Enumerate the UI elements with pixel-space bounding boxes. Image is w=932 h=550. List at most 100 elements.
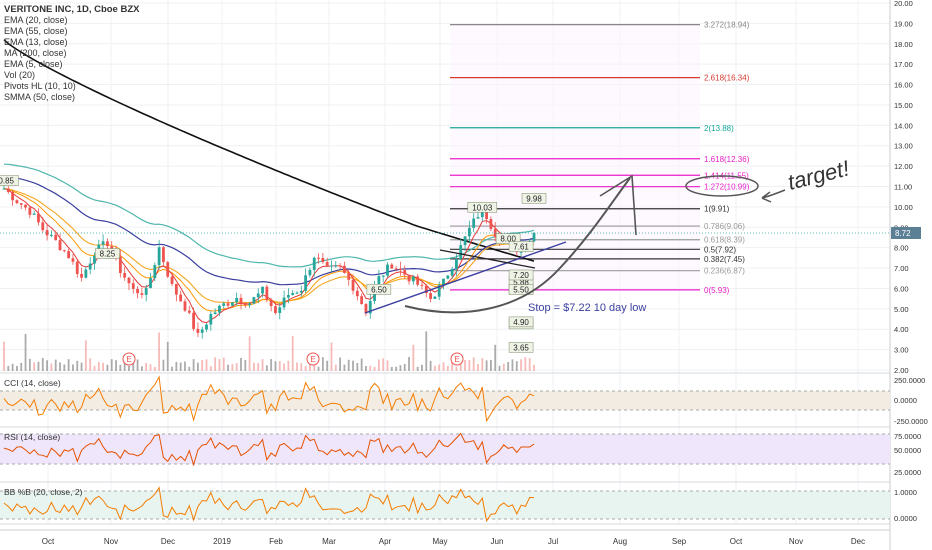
rsi-tick: 75.0000 bbox=[894, 432, 921, 441]
legend-vol[interactable]: Vol (20) bbox=[4, 70, 36, 80]
volume-bar bbox=[278, 361, 281, 371]
legend-ma200[interactable]: MA (200, close) bbox=[4, 48, 67, 58]
candle-body bbox=[317, 257, 320, 259]
projection-curve bbox=[404, 177, 631, 314]
candle-body bbox=[243, 302, 247, 306]
volume-bar bbox=[390, 366, 393, 371]
fib-label: 0.786(9.06) bbox=[704, 222, 745, 231]
fibonacci-levels: 0(5.93)0.236(6.87)0.382(7.45)0.5(7.92)0.… bbox=[450, 21, 750, 295]
candle-body bbox=[71, 258, 75, 262]
pivot-label: 6.50 bbox=[371, 285, 387, 294]
earnings-marker-label: E bbox=[454, 355, 459, 364]
fib-label: 0.5(7.92) bbox=[704, 245, 736, 254]
candle-body bbox=[49, 234, 53, 236]
candle-body bbox=[209, 314, 213, 325]
candle-body bbox=[37, 213, 40, 223]
candle-body bbox=[118, 256, 122, 273]
volume-bar bbox=[304, 366, 307, 371]
volume-bar bbox=[352, 360, 354, 371]
cci-tick: 250.0000 bbox=[894, 376, 925, 385]
pivot-box bbox=[467, 202, 498, 213]
candle-body bbox=[312, 257, 316, 270]
volume-bar bbox=[188, 366, 191, 371]
candle-body bbox=[360, 296, 364, 305]
volume-bar bbox=[253, 362, 255, 371]
candle-body bbox=[58, 240, 62, 251]
fib-label: 2(13.88) bbox=[704, 124, 734, 133]
volume-bar bbox=[425, 331, 428, 371]
candle-body bbox=[174, 283, 178, 295]
fib-label: 0.618(8.39) bbox=[704, 236, 745, 245]
candle-body bbox=[334, 265, 338, 267]
candle-body bbox=[299, 290, 303, 293]
candle-body bbox=[532, 232, 536, 242]
pivot-label: 3.65 bbox=[513, 343, 529, 352]
volume-bar bbox=[218, 359, 221, 371]
volume-bar bbox=[265, 365, 268, 371]
volume-bar bbox=[369, 365, 372, 371]
bb-tick: 0.0000 bbox=[894, 514, 917, 523]
cci-band bbox=[0, 391, 890, 410]
candle-body bbox=[183, 301, 187, 311]
pivot-box bbox=[495, 233, 521, 244]
candle-body bbox=[463, 236, 467, 246]
volume-bar bbox=[446, 366, 449, 371]
cci-pane-label[interactable]: CCI (14, close) bbox=[4, 378, 61, 388]
rsi-pane-label[interactable]: RSI (14, close) bbox=[4, 432, 61, 442]
volume-bar bbox=[240, 357, 242, 371]
candle-body bbox=[144, 288, 148, 295]
candle-body bbox=[519, 251, 523, 253]
legend-ema55[interactable]: EMA (55, close) bbox=[4, 26, 68, 36]
candle-body bbox=[261, 286, 264, 294]
candle-body bbox=[364, 304, 368, 314]
legend-ema20[interactable]: EMA (20, close) bbox=[4, 15, 68, 25]
volume-bar bbox=[433, 365, 436, 371]
smma50-line bbox=[3, 175, 535, 286]
pivot-label: 10.03 bbox=[472, 203, 493, 212]
volume-bar bbox=[416, 366, 419, 371]
volume-bar bbox=[93, 365, 96, 371]
candle-body bbox=[286, 295, 290, 298]
ema55-line bbox=[3, 163, 535, 268]
legend-pivots[interactable]: Pivots HL (10, 10) bbox=[4, 81, 76, 91]
bb-pane-label[interactable]: BB %B (20, close, 2) bbox=[4, 487, 83, 497]
legend-ema5[interactable]: EMA (5, close) bbox=[4, 59, 63, 69]
volume-bar bbox=[373, 366, 376, 371]
volume-bar bbox=[162, 359, 165, 371]
volume-bar bbox=[84, 340, 87, 371]
candle-body bbox=[28, 207, 32, 215]
volume-bar bbox=[132, 362, 135, 371]
rsi-band bbox=[0, 434, 890, 464]
pivot-box bbox=[95, 248, 120, 259]
time-tick: Oct bbox=[42, 537, 55, 546]
volume-bar bbox=[59, 362, 61, 371]
candle-body bbox=[420, 284, 424, 286]
volume-bar bbox=[511, 359, 514, 371]
candle-body bbox=[166, 262, 170, 277]
candle-body bbox=[282, 297, 286, 308]
candle-body bbox=[239, 297, 243, 303]
volume-bar bbox=[313, 364, 316, 371]
candle-body bbox=[67, 251, 71, 259]
legend-smma50[interactable]: SMMA (50, close) bbox=[4, 92, 76, 102]
volume-bar bbox=[33, 362, 36, 371]
volume-bar bbox=[326, 360, 329, 371]
volume-bar bbox=[296, 362, 298, 371]
pivot-box bbox=[508, 269, 534, 281]
candle-body bbox=[127, 277, 131, 284]
candle-body bbox=[88, 263, 92, 270]
candle-body bbox=[6, 188, 10, 193]
volume-bar bbox=[149, 364, 152, 371]
legend-ema13[interactable]: EMA (13, close) bbox=[4, 37, 68, 47]
price-tick: 18.00 bbox=[894, 40, 913, 49]
volume-bar bbox=[377, 359, 380, 371]
candle-body bbox=[411, 276, 415, 282]
oscillator-panes: 250.0000 0.0000 -250.0000 75.0000 50.0000 25.… bbox=[0, 375, 928, 523]
candle-body bbox=[355, 290, 359, 297]
candle-body bbox=[200, 329, 204, 333]
candle-body bbox=[351, 279, 355, 291]
volume-bar bbox=[395, 366, 398, 371]
candle-body bbox=[390, 264, 394, 269]
pivot-box bbox=[508, 342, 534, 353]
